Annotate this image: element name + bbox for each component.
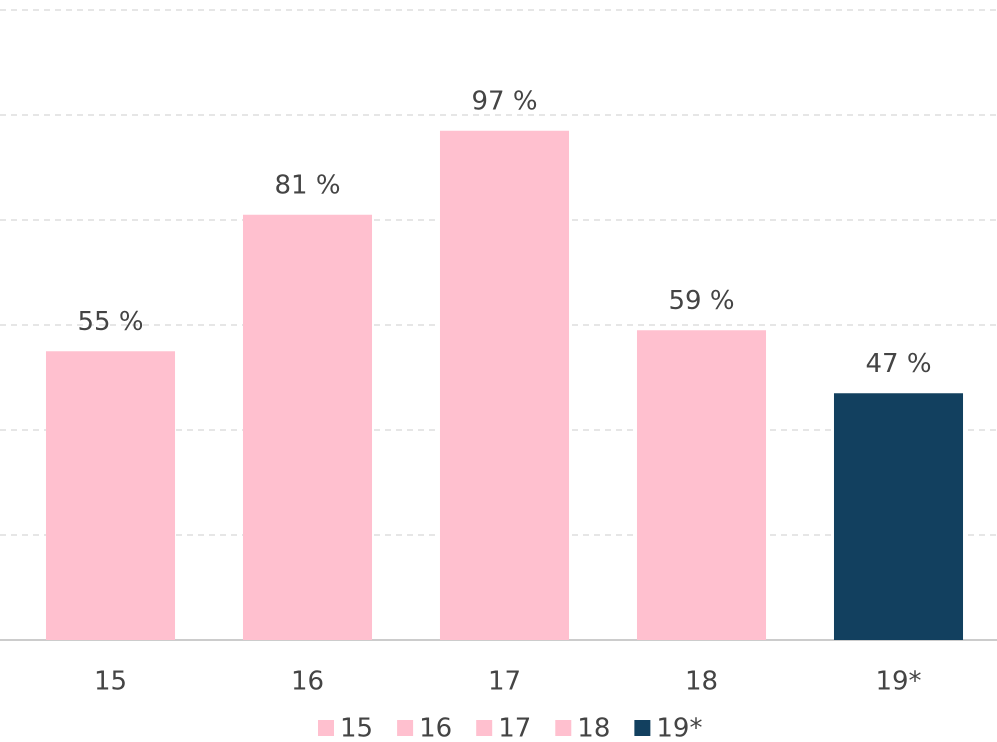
legend-swatch bbox=[318, 720, 334, 736]
x-tick-label: 19* bbox=[875, 667, 921, 697]
legend-swatch bbox=[397, 720, 414, 736]
legend-label: 16 bbox=[419, 714, 452, 742]
legend-label: 17 bbox=[498, 714, 531, 742]
bar bbox=[45, 351, 176, 640]
legend-swatch bbox=[476, 720, 493, 736]
legend-swatch bbox=[634, 720, 651, 736]
legend-label: 18 bbox=[577, 714, 610, 742]
legend-label: 15 bbox=[340, 714, 373, 742]
value-label: 81 % bbox=[274, 170, 340, 200]
bar bbox=[439, 130, 570, 640]
bar bbox=[242, 214, 373, 640]
legend-label: 19* bbox=[656, 714, 702, 742]
value-label: 59 % bbox=[668, 286, 734, 316]
x-tick-label: 15 bbox=[94, 667, 127, 697]
x-tick-label: 18 bbox=[685, 667, 718, 697]
legend-swatch bbox=[555, 720, 572, 736]
x-tick-label: 16 bbox=[291, 667, 324, 697]
bar bbox=[833, 393, 964, 640]
value-label: 55 % bbox=[77, 307, 143, 337]
bar bbox=[636, 330, 767, 640]
value-label: 47 % bbox=[865, 349, 931, 379]
x-tick-label: 17 bbox=[488, 667, 521, 697]
value-label: 97 % bbox=[471, 86, 537, 116]
